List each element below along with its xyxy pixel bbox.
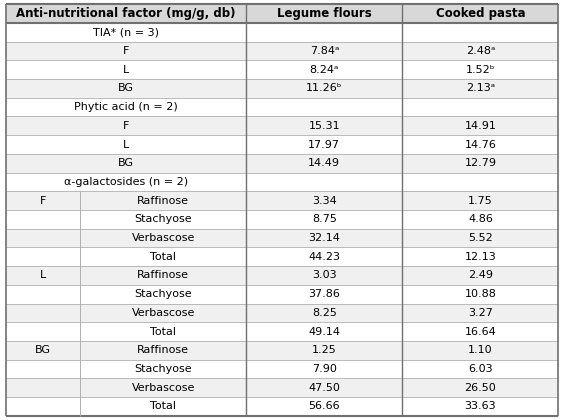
Text: 15.31: 15.31 [309,121,340,131]
Bar [6,322,558,341]
Text: Verbascose: Verbascose [131,383,195,393]
Bar [6,98,558,116]
Text: Stachyose: Stachyose [134,364,192,374]
Bar [6,173,558,191]
Text: 32.14: 32.14 [309,233,340,243]
Text: Total: Total [150,327,176,336]
Text: 8.24ᵃ: 8.24ᵃ [310,65,339,75]
Text: Raffinose: Raffinose [137,196,189,206]
Bar [6,378,558,397]
Text: TIA* (n = 3): TIA* (n = 3) [93,27,159,37]
Text: Cooked pasta: Cooked pasta [435,7,525,20]
Text: Total: Total [150,252,176,262]
Text: L: L [123,139,129,150]
Text: 10.88: 10.88 [465,289,496,299]
Text: 3.27: 3.27 [468,308,493,318]
Text: 12.13: 12.13 [465,252,496,262]
Bar [6,60,558,79]
Text: F: F [122,121,129,131]
Text: 47.50: 47.50 [309,383,340,393]
Text: 2.13ᵃ: 2.13ᵃ [466,84,495,93]
Bar [6,135,558,154]
Bar [6,341,558,360]
Bar [6,42,558,60]
Text: 2.48ᵃ: 2.48ᵃ [466,46,495,56]
Text: Anti-nutritional factor (mg/g, db): Anti-nutritional factor (mg/g, db) [16,7,236,20]
Text: 17.97: 17.97 [309,139,340,150]
Bar [6,23,558,42]
Bar [6,191,558,210]
Bar [6,116,558,135]
Bar [6,154,558,173]
Text: 2.49: 2.49 [468,270,493,281]
Text: 7.90: 7.90 [312,364,337,374]
Bar [6,210,558,229]
Text: 1.10: 1.10 [468,345,493,355]
Text: 5.52: 5.52 [468,233,493,243]
Text: 1.75: 1.75 [468,196,493,206]
Bar [6,304,558,322]
Text: 3.34: 3.34 [312,196,337,206]
Bar [6,360,558,378]
Text: L: L [40,270,46,281]
Text: Legume flours: Legume flours [277,7,372,20]
Text: 8.75: 8.75 [312,214,337,224]
Text: 4.86: 4.86 [468,214,493,224]
Bar [6,285,558,304]
Text: Phytic acid (n = 2): Phytic acid (n = 2) [74,102,178,112]
Text: Raffinose: Raffinose [137,270,189,281]
Text: 49.14: 49.14 [309,327,340,336]
Text: Verbascose: Verbascose [131,308,195,318]
Text: BG: BG [118,158,134,168]
Text: α-galactosides (n = 2): α-galactosides (n = 2) [64,177,188,187]
Text: BG: BG [118,84,134,93]
Text: 1.52ᵇ: 1.52ᵇ [466,65,495,75]
Text: 33.63: 33.63 [465,402,496,412]
Text: BG: BG [35,345,51,355]
Bar [6,266,558,285]
Text: 37.86: 37.86 [309,289,340,299]
Text: 44.23: 44.23 [309,252,340,262]
Text: 14.91: 14.91 [465,121,496,131]
Text: 3.03: 3.03 [312,270,337,281]
Text: 7.84ᵃ: 7.84ᵃ [310,46,339,56]
Text: 14.49: 14.49 [309,158,340,168]
Text: 16.64: 16.64 [465,327,496,336]
Bar [6,229,558,247]
Text: 1.25: 1.25 [312,345,337,355]
Text: L: L [123,65,129,75]
Text: 6.03: 6.03 [468,364,493,374]
Bar [6,4,558,23]
Text: Raffinose: Raffinose [137,345,189,355]
Text: 8.25: 8.25 [312,308,337,318]
Text: 11.26ᵇ: 11.26ᵇ [306,84,342,93]
Text: 12.79: 12.79 [464,158,496,168]
Text: F: F [39,196,46,206]
Text: 26.50: 26.50 [465,383,496,393]
Text: Verbascose: Verbascose [131,233,195,243]
Bar [6,397,558,416]
Bar [6,247,558,266]
Text: Stachyose: Stachyose [134,289,192,299]
Text: Stachyose: Stachyose [134,214,192,224]
Text: 14.76: 14.76 [465,139,496,150]
Text: F: F [122,46,129,56]
Bar [6,79,558,98]
Text: 56.66: 56.66 [309,402,340,412]
Text: Total: Total [150,402,176,412]
